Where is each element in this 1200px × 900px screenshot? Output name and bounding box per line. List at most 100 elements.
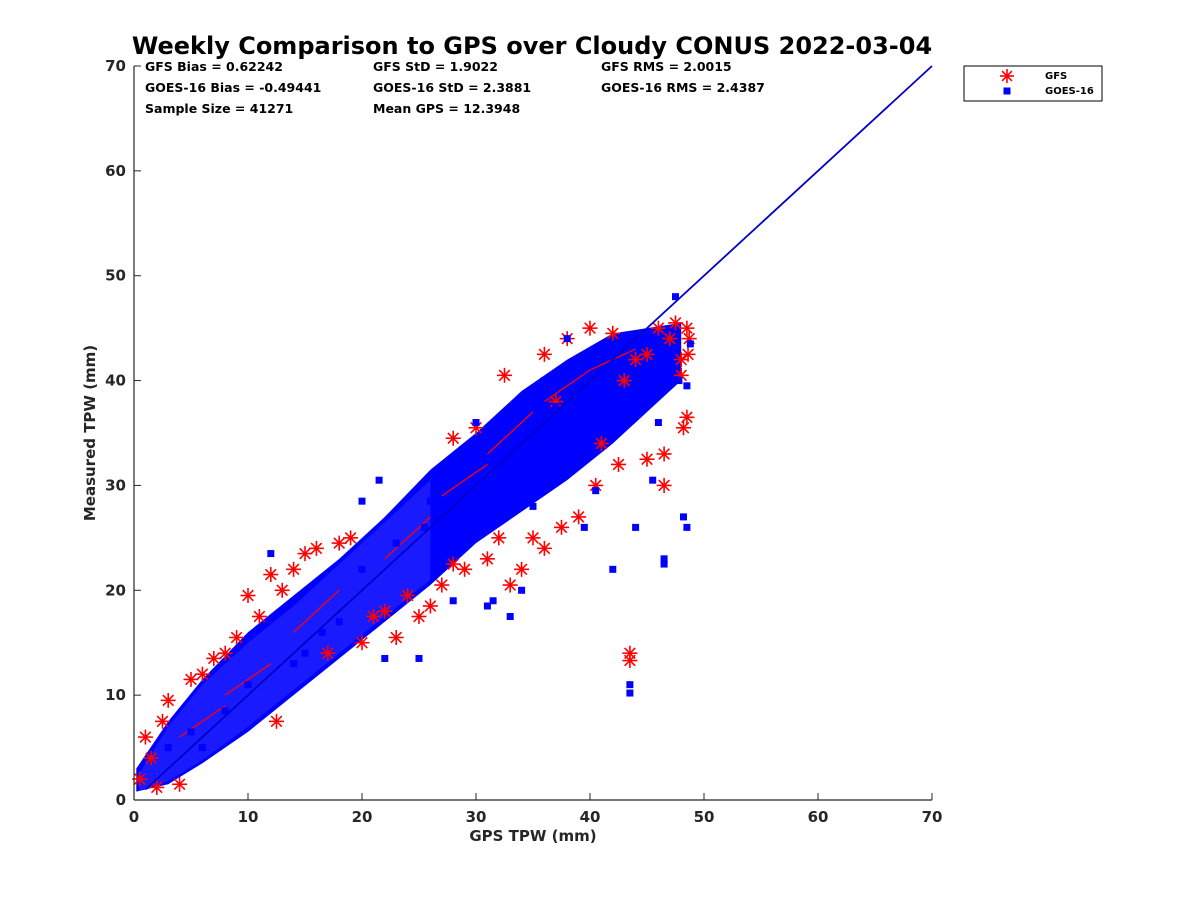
reference-line-group (144, 65, 933, 791)
goes16-point (552, 403, 560, 411)
x-tick-label: 0 (129, 808, 139, 826)
gfs-point (497, 367, 512, 383)
goes16-point (672, 293, 679, 301)
y-axis-ticks: 0 10 20 30 40 50 60 70 (105, 57, 141, 809)
goes16-point (358, 565, 366, 573)
chart-title: Weekly Comparison to GPS over Cloudy CON… (132, 32, 932, 60)
gfs-point (320, 645, 336, 661)
gfs-streak (486, 411, 534, 455)
goes16-point (609, 565, 617, 573)
gfs-point (457, 561, 473, 577)
dense-band-core (139, 480, 431, 791)
gfs-point (229, 629, 245, 645)
goes16-point (221, 707, 229, 715)
stat-sample-size: Sample Size = 41271 (145, 101, 293, 116)
gfs-point (639, 451, 655, 467)
goes16-point (506, 439, 514, 447)
stat-mean-gps: Mean GPS = 12.3948 (373, 101, 520, 116)
gfs-point (582, 320, 598, 336)
goes16-point (518, 586, 526, 594)
gfs-point (331, 535, 347, 551)
stat-goes-bias: GOES-16 Bias = -0.49441 (145, 80, 321, 95)
legend: GFS GOES-16 (963, 65, 1103, 102)
x-tick-label: 20 (352, 808, 373, 826)
goes16-point (472, 419, 480, 427)
x-tick-label: 70 (922, 808, 943, 826)
gfs-point (536, 540, 552, 556)
gfs-point (445, 430, 461, 446)
gfs-point (194, 666, 210, 682)
gfs-point (668, 315, 683, 331)
gfs-point (160, 692, 176, 708)
gfs-point (656, 446, 672, 462)
goes16-point (466, 534, 474, 542)
x-tick-label: 40 (580, 808, 601, 826)
goes16-point (421, 523, 429, 531)
gfs-point (149, 779, 165, 795)
gfs-streak (293, 589, 340, 633)
gfs-streak (179, 705, 226, 738)
y-tick-label: 50 (105, 267, 126, 285)
gfs-point (502, 577, 518, 593)
legend-gfs-marker (1000, 69, 1014, 83)
goes16-point (660, 560, 668, 568)
y-tick-label: 30 (105, 476, 126, 494)
gfs-point (479, 551, 495, 567)
x-tick-label: 50 (694, 808, 715, 826)
gfs-point (675, 420, 691, 436)
goes16-point (563, 335, 571, 343)
goes16-point (540, 377, 548, 385)
goes16-point (301, 649, 309, 657)
y-tick-label: 10 (105, 686, 126, 704)
gfs-point (1000, 69, 1014, 83)
gfs-point (605, 325, 621, 341)
gfs-point (354, 635, 370, 651)
gfs-point (422, 598, 438, 614)
legend-gfs-label: GFS (1045, 71, 1067, 82)
y-tick-label: 60 (105, 162, 126, 180)
legend-goes16-marker (1003, 87, 1011, 95)
gfs-point (680, 346, 696, 362)
stat-goes-rms: GOES-16 RMS = 2.4387 (601, 80, 765, 95)
goes16-point (415, 654, 423, 662)
gfs-point (571, 509, 587, 525)
gfs-streak (441, 463, 488, 497)
goes16-point (164, 744, 172, 752)
goes16-point (187, 728, 195, 736)
stat-gfs-std: GFS StD = 1.9022 (373, 59, 498, 74)
gfs-point (400, 588, 416, 604)
goes16-point (626, 681, 634, 689)
gfs-point (514, 561, 530, 577)
gfs-point (377, 603, 393, 619)
goes16-point (489, 597, 497, 605)
gfs-point (536, 346, 552, 362)
gfs-point (286, 561, 302, 577)
x-axis-ticks: 0 10 20 30 40 50 60 70 (129, 793, 943, 826)
goes16-point (290, 660, 298, 668)
x-tick-label: 10 (238, 808, 259, 826)
gfs-point (132, 771, 148, 787)
goes16-point (392, 539, 400, 547)
gfs-point (656, 477, 672, 493)
stat-gfs-rms: GFS RMS = 2.0015 (601, 59, 732, 74)
gfs-point (525, 530, 541, 546)
gfs-point (388, 629, 404, 645)
y-tick-label: 0 (116, 791, 126, 809)
stat-goes-std: GOES-16 StD = 2.3881 (373, 80, 531, 95)
y-tick-label: 20 (105, 581, 126, 599)
goes16-point (626, 689, 634, 697)
gfs-point (616, 373, 632, 389)
goes16-point (358, 497, 366, 505)
goes16-point (381, 654, 389, 662)
goes16-series (164, 293, 694, 752)
stat-gfs-bias: GFS Bias = 0.62242 (145, 59, 283, 74)
gfs-point (491, 530, 507, 546)
gfs-point (183, 671, 199, 687)
gfs-point (445, 556, 461, 572)
legend-goes16-square (1003, 87, 1011, 95)
gfs-point (240, 588, 256, 604)
gfs-point (679, 409, 695, 425)
goes16-point (198, 744, 206, 752)
goes16-point (267, 550, 275, 558)
